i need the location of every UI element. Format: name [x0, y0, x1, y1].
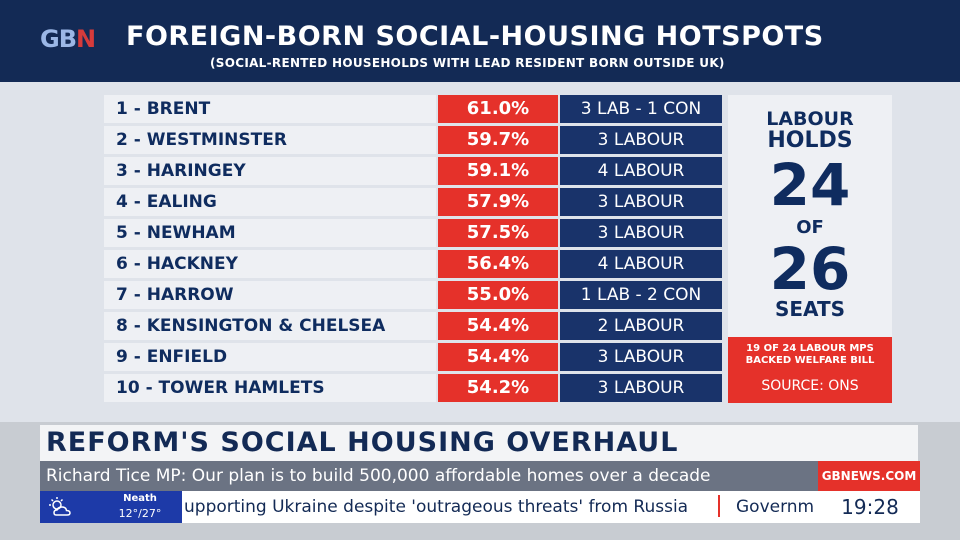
welfare-note-box: 19 OF 24 LABOUR MPS BACKED WELFARE BILL … [728, 337, 892, 403]
table-row: 5 - NEWHAM 57.5% 3 LABOUR [104, 219, 722, 247]
borough-name: 6 - HACKNEY [104, 250, 436, 278]
borough-name: 7 - HARROW [104, 281, 436, 309]
borough-seats: 1 LAB - 2 CON [560, 281, 722, 309]
website-badge: GBNEWS.COM [818, 461, 920, 491]
borough-percent: 57.9% [438, 188, 558, 216]
borough-percent: 54.4% [438, 312, 558, 340]
sun-cloud-icon [49, 497, 71, 516]
table-row: 9 - ENFIELD 54.4% 3 LABOUR [104, 343, 722, 371]
seats-held-number: 24 [769, 151, 851, 219]
borough-percent: 56.4% [438, 250, 558, 278]
headline: REFORM'S SOCIAL HOUSING OVERHAUL [46, 427, 679, 458]
borough-name: 3 - HARINGEY [104, 157, 436, 185]
borough-percent: 59.1% [438, 157, 558, 185]
borough-seats: 3 LABOUR [560, 126, 722, 154]
logo-text-n: N [76, 25, 96, 53]
table-row: 2 - WESTMINSTER 59.7% 3 LABOUR [104, 126, 722, 154]
table-row: 10 - TOWER HAMLETS 54.2% 3 LABOUR [104, 374, 722, 402]
borough-seats: 3 LABOUR [560, 188, 722, 216]
seats-label: SEATS [774, 297, 846, 321]
logo-text-gb: GB [40, 25, 77, 53]
welfare-note-line-1: 19 OF 24 LABOUR MPS [746, 343, 874, 354]
borough-percent: 54.2% [438, 374, 558, 402]
table-row: 8 - KENSINGTON & CHELSEA 54.4% 2 LABOUR [104, 312, 722, 340]
holds-label: HOLDS [767, 128, 853, 153]
ticker-headline: upporting Ukraine despite 'outrageous th… [184, 497, 689, 517]
borough-seats: 3 LABOUR [560, 343, 722, 371]
welfare-note-line-2: BACKED WELFARE BILL [745, 355, 875, 366]
borough-seats: 3 LABOUR [560, 219, 722, 247]
table-row: 7 - HARROW 55.0% 1 LAB - 2 CON [104, 281, 722, 309]
borough-seats: 4 LABOUR [560, 250, 722, 278]
borough-name: 9 - ENFIELD [104, 343, 436, 371]
news-ticker: Neath 12°/27° upporting Ukraine despite … [40, 491, 820, 523]
page-title: FOREIGN-BORN SOCIAL-HOUSING HOTSPOTS [126, 21, 824, 52]
strapline: Richard Tice MP: Our plan is to build 50… [46, 466, 711, 486]
table-row: 1 - BRENT 61.0% 3 LAB - 1 CON [104, 95, 722, 123]
borough-name: 4 - EALING [104, 188, 436, 216]
borough-percent: 57.5% [438, 219, 558, 247]
header-bar: GBN FOREIGN-BORN SOCIAL-HOUSING HOTSPOTS… [0, 0, 960, 82]
labour-label: LABOUR [766, 108, 854, 130]
ticker-separator [718, 495, 720, 517]
borough-percent: 55.0% [438, 281, 558, 309]
borough-name: 5 - NEWHAM [104, 219, 436, 247]
borough-percent: 54.4% [438, 343, 558, 371]
table-row: 6 - HACKNEY 56.4% 4 LABOUR [104, 250, 722, 278]
borough-name: 2 - WESTMINSTER [104, 126, 436, 154]
weather-temperature: 12°/27° [118, 507, 162, 520]
borough-percent: 59.7% [438, 126, 558, 154]
source-label: SOURCE: ONS [761, 378, 859, 394]
borough-seats: 3 LAB - 1 CON [560, 95, 722, 123]
borough-name: 1 - BRENT [104, 95, 436, 123]
borough-seats: 4 LABOUR [560, 157, 722, 185]
page-subtitle: (SOCIAL-RENTED HOUSEHOLDS WITH LEAD RESI… [210, 56, 725, 70]
borough-seats: 3 LABOUR [560, 374, 722, 402]
gbnews-logo: GBN [40, 25, 96, 53]
borough-percent: 61.0% [438, 95, 558, 123]
table-row: 4 - EALING 57.9% 3 LABOUR [104, 188, 722, 216]
weather-location: Neath [123, 493, 157, 504]
table-row: 3 - HARINGEY 59.1% 4 LABOUR [104, 157, 722, 185]
strapline-bar: Richard Tice MP: Our plan is to build 50… [40, 461, 818, 491]
seats-total-number: 26 [769, 235, 851, 303]
clock: 19:28 [820, 491, 920, 523]
headline-bar: REFORM'S SOCIAL HOUSING OVERHAUL [40, 425, 918, 461]
weather-widget: Neath 12°/27° [40, 491, 182, 523]
of-label: OF [796, 217, 824, 238]
ticker-next-headline: Governm [736, 497, 815, 517]
borough-name: 10 - TOWER HAMLETS [104, 374, 436, 402]
borough-name: 8 - KENSINGTON & CHELSEA [104, 312, 436, 340]
borough-seats: 2 LABOUR [560, 312, 722, 340]
labour-seats-panel: LABOUR HOLDS 24 OF 26 SEATS [728, 95, 892, 337]
